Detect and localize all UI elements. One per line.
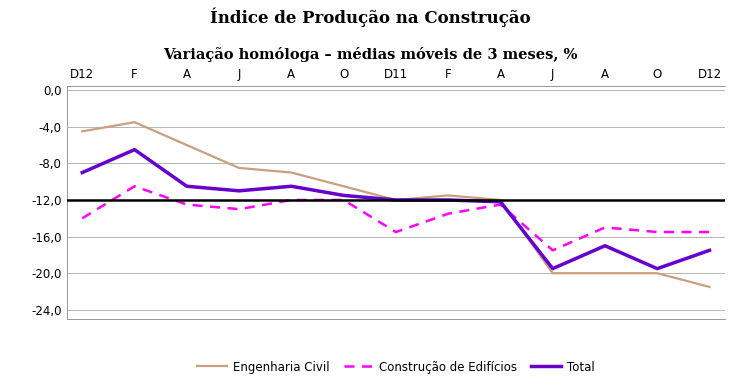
Total	[653, 266, 662, 271]
Line: Construção de Edifícios: Construção de Edifícios	[82, 186, 710, 251]
Construção de Edifícios	[78, 216, 87, 221]
Text: Índice de Produção na Construção: Índice de Produção na Construção	[209, 8, 531, 27]
Construção de Edifícios	[235, 207, 243, 212]
Engenharia Civil	[78, 129, 87, 134]
Construção de Edifícios	[287, 198, 296, 202]
Construção de Edifícios	[130, 184, 139, 189]
Construção de Edifícios	[496, 202, 505, 207]
Line: Total: Total	[82, 150, 710, 269]
Construção de Edifícios	[653, 230, 662, 234]
Total	[287, 184, 296, 189]
Construção de Edifícios	[601, 225, 610, 230]
Total	[78, 170, 87, 175]
Engenharia Civil	[496, 198, 505, 202]
Text: Variação homóloga – médias móveis de 3 meses, %: Variação homóloga – médias móveis de 3 m…	[163, 47, 577, 62]
Total	[496, 200, 505, 204]
Total	[391, 198, 400, 202]
Engenharia Civil	[705, 285, 714, 289]
Engenharia Civil	[339, 184, 348, 189]
Legend: Engenharia Civil, Construção de Edifícios, Total: Engenharia Civil, Construção de Edifício…	[192, 356, 599, 378]
Construção de Edifícios	[548, 248, 557, 253]
Total	[182, 184, 191, 189]
Total	[444, 198, 453, 202]
Engenharia Civil	[391, 198, 400, 202]
Engenharia Civil	[444, 193, 453, 198]
Engenharia Civil	[601, 271, 610, 275]
Engenharia Civil	[182, 143, 191, 147]
Total	[339, 193, 348, 198]
Engenharia Civil	[130, 120, 139, 124]
Construção de Edifícios	[339, 198, 348, 202]
Engenharia Civil	[548, 271, 557, 275]
Total	[548, 266, 557, 271]
Line: Engenharia Civil: Engenharia Civil	[82, 122, 710, 287]
Construção de Edifícios	[705, 230, 714, 234]
Total	[130, 147, 139, 152]
Construção de Edifícios	[182, 202, 191, 207]
Engenharia Civil	[235, 166, 243, 170]
Construção de Edifícios	[444, 211, 453, 216]
Construção de Edifícios	[391, 230, 400, 234]
Total	[235, 189, 243, 193]
Engenharia Civil	[287, 170, 296, 175]
Total	[705, 248, 714, 253]
Engenharia Civil	[653, 271, 662, 275]
Total	[601, 244, 610, 248]
